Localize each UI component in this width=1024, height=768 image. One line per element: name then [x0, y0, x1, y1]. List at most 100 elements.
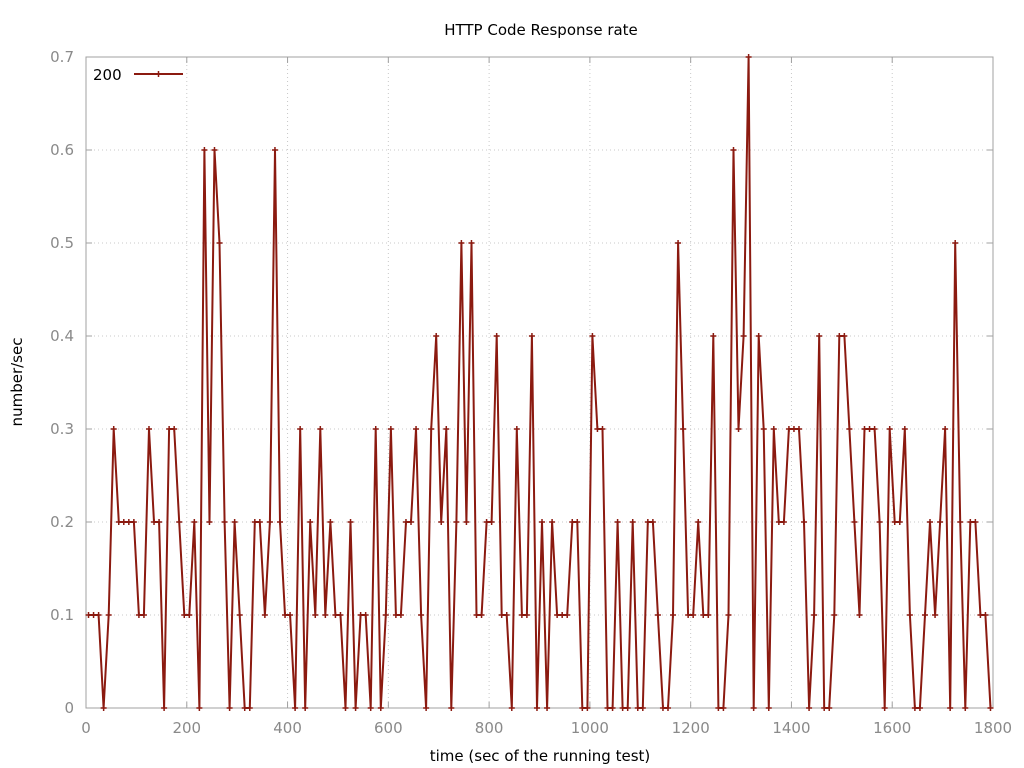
data-point	[518, 612, 525, 618]
data-point	[564, 612, 571, 618]
x-tick-label: 600	[374, 719, 403, 737]
data-point	[473, 612, 480, 618]
data-point	[670, 612, 677, 618]
data-point	[266, 519, 273, 525]
data-point	[347, 519, 354, 525]
x-tick-label: 200	[172, 719, 201, 737]
data-point	[387, 426, 394, 432]
data-point	[458, 240, 465, 246]
data-point	[357, 612, 364, 618]
data-point	[478, 612, 485, 618]
data-point	[145, 426, 152, 432]
data-point	[745, 54, 752, 60]
data-point	[811, 612, 818, 618]
data-point	[785, 426, 792, 432]
data-point	[271, 147, 278, 153]
data-point	[433, 333, 440, 339]
data-point	[624, 705, 631, 711]
data-point	[735, 426, 742, 432]
data-point	[110, 426, 117, 432]
data-point	[891, 519, 898, 525]
data-point	[967, 519, 974, 525]
data-point	[493, 333, 500, 339]
data-point	[871, 426, 878, 432]
data-point	[770, 426, 777, 432]
data-point	[503, 612, 510, 618]
data-point	[468, 240, 475, 246]
data-point	[428, 426, 435, 432]
data-point	[901, 426, 908, 432]
series-group	[85, 54, 994, 711]
data-point	[876, 519, 883, 525]
data-point	[120, 519, 127, 525]
data-point	[85, 612, 92, 618]
y-axis: 0 0.1 0.2 0.3 0.4 0.5 0.6 0.7	[50, 48, 993, 717]
data-point	[448, 705, 455, 711]
data-point	[231, 519, 238, 525]
data-point	[533, 705, 540, 711]
y-tick-label: 0.6	[50, 141, 74, 159]
legend-marker-200	[155, 71, 162, 77]
legend-label-200: 200	[93, 66, 122, 84]
data-point	[654, 612, 661, 618]
data-point	[972, 519, 979, 525]
data-point	[221, 519, 228, 525]
data-point	[861, 426, 868, 432]
y-axis-label: number/sec	[8, 338, 26, 427]
data-point	[171, 426, 178, 432]
data-point	[569, 519, 576, 525]
data-point	[881, 705, 888, 711]
data-point	[644, 519, 651, 525]
data-point	[95, 612, 102, 618]
data-point	[780, 519, 787, 525]
data-point	[765, 705, 772, 711]
data-point	[312, 612, 319, 618]
data-point	[382, 612, 389, 618]
data-point	[115, 519, 122, 525]
data-point	[937, 519, 944, 525]
data-point	[539, 519, 546, 525]
data-point	[730, 147, 737, 153]
data-point	[166, 426, 173, 432]
x-tick-label: 1800	[974, 719, 1012, 737]
data-point	[705, 612, 712, 618]
data-point	[105, 612, 112, 618]
data-point	[760, 426, 767, 432]
data-point	[629, 519, 636, 525]
data-point	[251, 519, 258, 525]
data-point	[130, 519, 137, 525]
data-point	[816, 333, 823, 339]
data-point	[276, 519, 283, 525]
data-point	[982, 612, 989, 618]
data-point	[544, 705, 551, 711]
data-point	[332, 612, 339, 618]
data-point	[377, 705, 384, 711]
data-point	[594, 426, 601, 432]
data-point	[297, 426, 304, 432]
y-tick-label: 0.4	[50, 327, 74, 345]
data-point	[559, 612, 566, 618]
data-point	[282, 612, 289, 618]
data-point	[796, 426, 803, 432]
data-point	[397, 612, 404, 618]
data-point	[246, 705, 253, 711]
y-tick-label: 0	[64, 699, 74, 717]
data-point	[574, 519, 581, 525]
data-point	[725, 612, 732, 618]
data-point	[135, 612, 142, 618]
data-point	[322, 612, 329, 618]
data-point	[604, 705, 611, 711]
data-point	[151, 519, 158, 525]
data-point	[161, 705, 168, 711]
data-point	[418, 612, 425, 618]
data-point	[589, 333, 596, 339]
data-point	[856, 612, 863, 618]
data-point	[201, 147, 208, 153]
data-point	[927, 519, 934, 525]
data-point	[181, 612, 188, 618]
data-point	[790, 426, 797, 432]
x-tick-label: 1600	[873, 719, 911, 737]
data-point	[483, 519, 490, 525]
data-point	[801, 519, 808, 525]
